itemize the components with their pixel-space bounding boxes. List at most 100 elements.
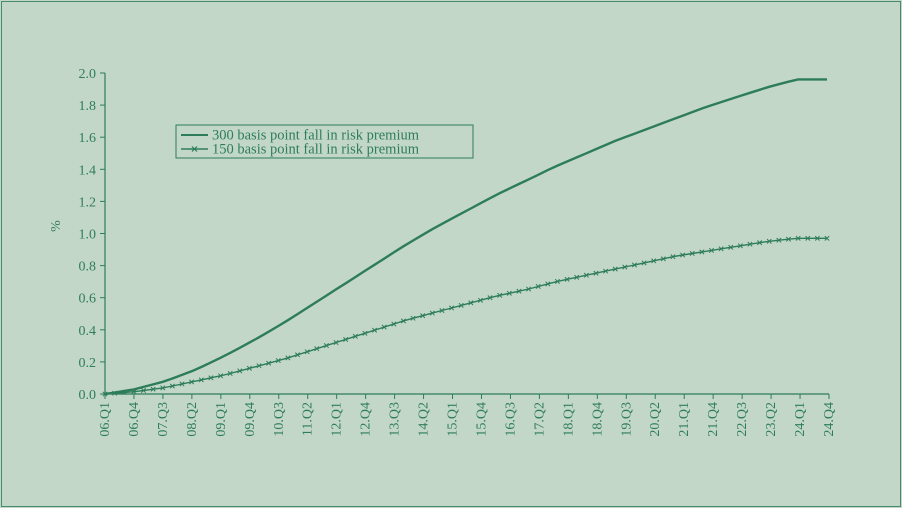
x-tick-label: 22.Q3 — [735, 402, 750, 437]
series-2-marker — [198, 377, 204, 383]
series-2-marker — [824, 235, 830, 241]
series-2-marker — [497, 292, 503, 298]
series-2-marker — [150, 386, 156, 392]
series-2-marker — [526, 286, 532, 292]
y-tick-label: 2.0 — [79, 67, 97, 82]
x-tick-label: 12.Q4 — [359, 402, 374, 437]
series-2-marker — [256, 363, 262, 369]
legend: 300 basis point fall in risk premium 150… — [175, 124, 474, 159]
series-2-marker — [805, 235, 811, 241]
x-tick-label: 13.Q3 — [388, 402, 403, 437]
y-ticks: 0.0 0.2 0.4 0.6 0.8 1.0 1.2 1.4 1.6 1.8 2.0 — [79, 67, 105, 403]
series-2-marker — [574, 274, 580, 280]
y-axis-label: % — [49, 220, 64, 232]
series-2-marker — [757, 240, 763, 246]
series-line-2 — [104, 237, 827, 395]
y-tick-label: 0.8 — [79, 260, 97, 275]
series-2-marker — [400, 318, 406, 324]
legend-box — [175, 124, 474, 159]
y-tick-label: 0.6 — [79, 292, 97, 307]
series-2-marker — [699, 249, 705, 255]
series-2-marker — [718, 246, 724, 252]
series-2-marker — [487, 295, 493, 301]
y-tick-label: 1.8 — [79, 99, 97, 114]
series-2-marker — [641, 260, 647, 266]
legend-label-series-2: 150 basis point fall in risk premium — [212, 142, 420, 158]
series-group — [102, 78, 830, 397]
series-2-marker — [131, 389, 137, 395]
series-2-marker — [593, 270, 599, 276]
series-2-marker — [343, 336, 349, 342]
x-tick-label: 21.Q4 — [706, 402, 721, 437]
series-2-marker — [622, 264, 628, 270]
series-2-marker — [410, 315, 416, 321]
series-2-marker — [631, 262, 638, 268]
y-tick-label: 1.4 — [79, 163, 97, 178]
x-tick-label: 18.Q4 — [590, 402, 605, 437]
x-tick-label: 20.Q2 — [648, 402, 663, 437]
series-2-marker — [285, 355, 291, 361]
series-2-marker — [708, 247, 715, 253]
series-2-marker — [160, 385, 166, 391]
series-2-marker — [391, 321, 397, 327]
series-2-marker — [458, 302, 464, 308]
series-2-marker — [737, 243, 743, 249]
x-tick-label: 09.Q1 — [214, 402, 229, 437]
series-2-marker — [121, 389, 127, 396]
series-2-marker — [689, 250, 695, 257]
series-line-1 — [104, 78, 827, 396]
series-2-marker — [371, 327, 378, 333]
series-2-marker — [535, 283, 541, 290]
x-tick-label: 06.Q1 — [98, 402, 113, 437]
y-tick-label: 0.0 — [79, 388, 97, 403]
series-2-marker — [266, 360, 272, 366]
series-2-marker — [660, 256, 666, 262]
series-2-marker — [169, 383, 175, 389]
legend-label-series-1: 300 basis point fall in risk premium — [212, 128, 420, 144]
series-2-marker — [554, 278, 561, 284]
y-tick-label: 0.4 — [79, 324, 97, 339]
series-2-marker — [140, 387, 147, 394]
series-2-marker — [583, 272, 589, 278]
x-tick-label: 15.Q4 — [474, 402, 489, 437]
series-2-marker — [352, 333, 358, 339]
x-tick-label: 12.Q1 — [330, 402, 345, 437]
series-2-marker — [651, 258, 657, 264]
series-2-marker — [776, 237, 782, 243]
series-2-marker — [747, 241, 753, 247]
x-tick-label: 06.Q4 — [127, 402, 142, 437]
series-2-marker — [680, 252, 686, 258]
series-2-marker — [814, 235, 820, 241]
series-2-marker — [516, 288, 522, 294]
x-tick-label: 19.Q3 — [619, 402, 634, 437]
series-2-marker — [795, 235, 801, 241]
series-2-marker — [294, 352, 301, 358]
series-2-marker — [439, 307, 445, 314]
series-2-marker — [217, 373, 224, 379]
series-2-marker — [189, 379, 195, 385]
series-2-marker — [208, 375, 214, 381]
x-tick-label: 14.Q2 — [417, 402, 432, 437]
series-2-marker — [246, 365, 252, 371]
series-2-marker — [179, 381, 185, 387]
legend-marker-series-2 — [191, 146, 198, 152]
x-tick-label: 24.Q1 — [793, 402, 808, 437]
x-tick-label: 07.Q3 — [156, 402, 171, 437]
y-tick-label: 0.2 — [79, 356, 97, 371]
series-2-marker — [449, 305, 455, 311]
legend-x-marker — [191, 146, 198, 152]
series-2-marker — [237, 368, 243, 374]
series-2-marker — [304, 349, 310, 355]
series-2-marker — [227, 370, 233, 377]
series-2-marker — [333, 339, 339, 346]
x-tick-label: 08.Q2 — [185, 402, 200, 437]
series-2-marker — [766, 238, 772, 244]
series-2-marker — [323, 343, 329, 349]
y-tick-label: 1.2 — [79, 195, 97, 210]
series-2-marker — [420, 313, 426, 319]
y-tick-label: 1.0 — [79, 228, 97, 243]
series-2-marker — [477, 297, 483, 303]
x-tick-label: 23.Q2 — [764, 402, 779, 437]
series-2-marker — [564, 276, 570, 282]
